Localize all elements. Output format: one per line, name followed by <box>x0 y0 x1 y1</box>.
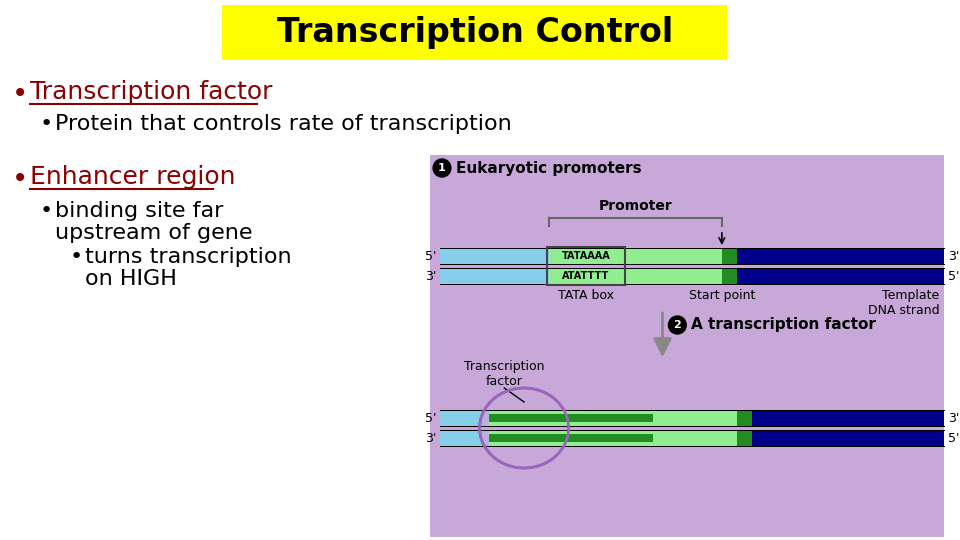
Bar <box>653 410 736 426</box>
Text: •: • <box>69 247 83 267</box>
Text: 5': 5' <box>424 411 436 424</box>
Bar <box>440 430 539 446</box>
Circle shape <box>433 159 451 177</box>
Text: •: • <box>12 165 28 193</box>
Text: TATA box: TATA box <box>558 289 613 302</box>
Bar <box>547 247 625 285</box>
Bar <box>490 434 588 442</box>
Bar <box>430 155 945 537</box>
Text: •: • <box>39 201 53 221</box>
Text: Template
DNA strand: Template DNA strand <box>868 289 940 317</box>
Text: •: • <box>39 114 53 134</box>
Text: turns transcription: turns transcription <box>85 247 292 267</box>
Text: Enhancer region: Enhancer region <box>30 165 235 189</box>
Text: 2: 2 <box>674 320 682 330</box>
Bar <box>539 410 653 426</box>
Text: 5': 5' <box>948 269 960 282</box>
Text: 3': 3' <box>948 249 960 262</box>
Ellipse shape <box>480 388 568 468</box>
Text: 1: 1 <box>438 163 445 173</box>
Text: 3': 3' <box>424 269 436 282</box>
Text: Transcription factor: Transcription factor <box>30 80 273 104</box>
Bar <box>539 434 653 442</box>
Text: 3': 3' <box>424 431 436 444</box>
Text: upstream of gene: upstream of gene <box>56 223 252 243</box>
Text: Transcription
factor: Transcription factor <box>464 360 544 388</box>
Bar <box>653 430 736 446</box>
Bar <box>736 268 945 284</box>
Text: Start point: Start point <box>688 289 755 302</box>
Text: 5': 5' <box>424 249 436 262</box>
Bar <box>623 268 722 284</box>
Bar <box>490 410 588 426</box>
Text: Promoter: Promoter <box>598 199 672 213</box>
Circle shape <box>668 316 686 334</box>
Bar <box>223 5 727 60</box>
Bar <box>736 410 752 426</box>
Text: Eukaryotic promoters: Eukaryotic promoters <box>456 160 641 176</box>
Bar <box>490 430 588 446</box>
Bar <box>549 248 623 264</box>
Bar <box>539 430 653 446</box>
Bar <box>440 268 549 284</box>
Bar <box>539 414 653 422</box>
Text: Protein that controls rate of transcription: Protein that controls rate of transcript… <box>56 114 512 134</box>
Text: binding site far: binding site far <box>56 201 224 221</box>
Text: 5': 5' <box>948 431 960 444</box>
Bar <box>736 248 945 264</box>
Bar <box>752 430 945 446</box>
Text: A transcription factor: A transcription factor <box>691 318 876 333</box>
Text: 3': 3' <box>948 411 960 424</box>
Bar <box>722 268 736 284</box>
Text: on HIGH: on HIGH <box>85 269 177 289</box>
Text: TATAAAA: TATAAAA <box>562 251 611 261</box>
Bar <box>623 248 722 264</box>
Text: •: • <box>12 80 28 108</box>
Text: Transcription Control: Transcription Control <box>276 16 673 49</box>
Bar <box>490 414 588 422</box>
Bar <box>440 248 549 264</box>
Bar <box>722 248 736 264</box>
Bar <box>549 268 623 284</box>
Bar <box>440 410 539 426</box>
Bar <box>752 410 945 426</box>
Text: ATATTTT: ATATTTT <box>563 271 610 281</box>
Bar <box>736 430 752 446</box>
